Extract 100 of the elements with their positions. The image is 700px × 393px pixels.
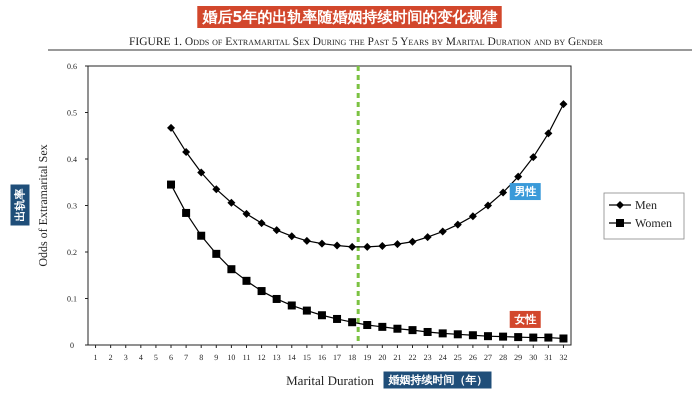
point (559, 334, 568, 342)
point (348, 318, 356, 326)
point (544, 334, 552, 342)
point (302, 306, 311, 315)
point (212, 250, 220, 258)
point (393, 324, 402, 333)
x-tick-label: 19 (363, 353, 372, 362)
point (272, 226, 281, 234)
x-tick-label: 4 (138, 353, 143, 362)
x-tick-label: 9 (214, 353, 218, 362)
point (197, 232, 206, 240)
point (544, 129, 552, 138)
x-tick-label: 14 (288, 353, 296, 362)
point (454, 220, 462, 229)
legend-label: Women (635, 216, 672, 230)
point (242, 210, 250, 218)
annotation: 女性 (510, 310, 541, 328)
x-tick-label: 6 (169, 353, 174, 362)
title: 婚后5年的出轨率随婚姻持续时间的变化规律 (197, 6, 502, 28)
point (393, 240, 402, 248)
x-tick-label: 31 (544, 353, 552, 362)
y-tick-label: 0.4 (67, 155, 77, 164)
y-tick-label: 0.6 (67, 62, 77, 71)
annotation: 婚姻持续时间（年） (384, 372, 492, 388)
x-axis-title: Marital Duration (286, 373, 374, 388)
x-tick-label: 15 (302, 353, 311, 362)
point (212, 185, 220, 194)
x-tick-label: 21 (393, 353, 402, 362)
point (348, 242, 356, 251)
point (363, 242, 372, 251)
point (242, 276, 250, 285)
point (167, 124, 176, 132)
x-tick-label: 5 (154, 353, 158, 362)
point (363, 321, 372, 330)
annotation: 女性 (514, 312, 537, 326)
x-tick-label: 8 (199, 353, 204, 362)
point (514, 333, 522, 342)
x-tick-label: 12 (258, 353, 266, 362)
x-tick-label: 27 (484, 353, 492, 362)
annotation: 男性 (510, 183, 541, 200)
chart-subtitle: FIGURE 1. Odds of Extramarital Sex During the Past 5 Years by Marital Duration and by Gender (129, 36, 604, 48)
point (424, 328, 432, 336)
x-tick-label: 17 (333, 353, 342, 362)
point (227, 265, 236, 274)
point (333, 314, 342, 323)
point (258, 287, 266, 296)
x-tick-label: 18 (348, 353, 356, 362)
point (408, 326, 417, 334)
point (559, 100, 568, 108)
point (484, 332, 492, 340)
x-tick-label: 32 (559, 353, 568, 362)
x-tick-label: 26 (468, 353, 477, 362)
x-tick-label: 30 (529, 353, 538, 362)
x-tick-label: 10 (227, 353, 236, 362)
x-tick-label: 29 (514, 353, 522, 362)
x-tick-label: 13 (272, 353, 281, 362)
point (454, 330, 462, 338)
point (258, 219, 266, 228)
point (499, 332, 508, 341)
y-tick-label: 0.1 (67, 294, 77, 304)
point (182, 208, 190, 217)
point (438, 228, 447, 236)
x-tick-label: 16 (318, 353, 326, 362)
point (378, 242, 386, 250)
point (197, 168, 206, 176)
x-tick-label: 2 (108, 353, 113, 362)
x-tick-label: 23 (424, 353, 432, 362)
annotation: 出轨率 (10, 184, 30, 226)
y-tick-label: 0.2 (67, 248, 77, 257)
point (288, 301, 296, 310)
point (302, 236, 311, 245)
x-tick-label: 7 (184, 353, 188, 362)
chart-title: 婚后5年的出轨率随婚姻持续时间的变化规律 (201, 8, 498, 26)
point (318, 240, 326, 248)
point (227, 198, 236, 207)
point (318, 311, 326, 320)
point (182, 148, 190, 156)
x-tick-label: 28 (499, 353, 508, 362)
annotation: 男性 (514, 185, 537, 198)
x-tick-label: 25 (454, 353, 462, 362)
x-tick-label: 11 (242, 353, 250, 362)
x-tick-label: 1 (94, 353, 98, 362)
point (167, 180, 176, 189)
point (288, 232, 296, 240)
legend-label: Men (635, 198, 657, 212)
x-tick-label: 3 (124, 353, 128, 362)
point (378, 322, 386, 331)
x-tick-label: 22 (408, 353, 417, 362)
point (424, 233, 432, 242)
point (438, 329, 447, 338)
point (333, 241, 342, 250)
point (484, 202, 492, 210)
point (468, 212, 477, 220)
x-tick-label: 24 (438, 353, 447, 362)
y-tick-label: 0.3 (67, 202, 77, 210)
point (514, 172, 522, 181)
y-tick-label: 0 (70, 341, 74, 350)
point (529, 153, 538, 162)
y-tick-label: 0.5 (67, 108, 77, 118)
point (408, 238, 417, 246)
